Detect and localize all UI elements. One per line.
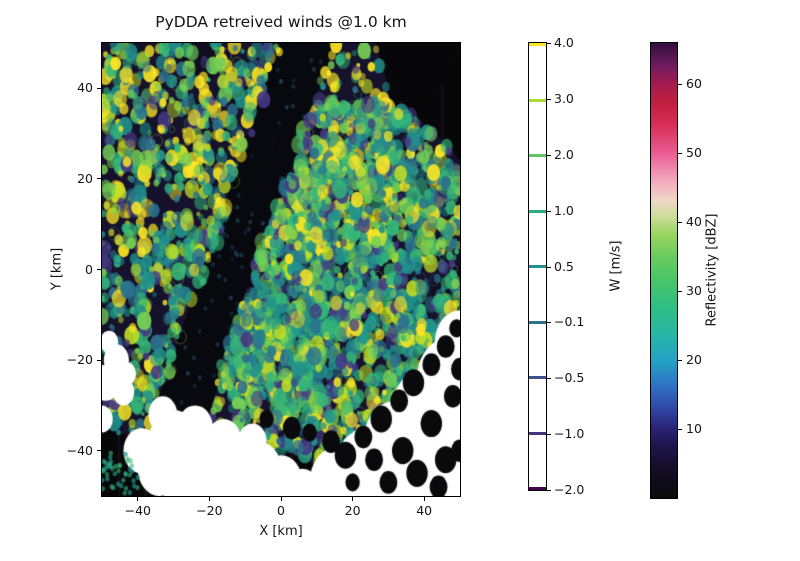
w-colorbar: [528, 42, 547, 491]
y-tick-mark: [97, 269, 101, 270]
w-colorbar-tick: [547, 490, 551, 491]
w-level-line: [529, 43, 546, 46]
radar-field-canvas: [102, 43, 460, 496]
w-colorbar-tick-label: 0.5: [554, 258, 574, 274]
w-colorbar-tick-label: 1.0: [554, 202, 574, 218]
w-colorbar-tick: [547, 154, 551, 156]
w-colorbar-tick: [547, 210, 551, 212]
w-colorbar-tick: [547, 322, 551, 324]
w-level-line: [529, 265, 546, 268]
w-colorbar-tick-label: −1.0: [554, 426, 585, 442]
y-tick-label: 40: [77, 80, 93, 96]
w-level-line: [529, 431, 546, 435]
w-level-line: [529, 154, 546, 157]
reflectivity-colorbar-label: Reflectivity [dBZ]: [704, 213, 720, 327]
w-colorbar-tick: [547, 266, 551, 268]
w-level-line: [529, 376, 546, 379]
w-colorbar-tick-label: 2.0: [554, 146, 574, 162]
w-colorbar-tick: [547, 378, 551, 380]
x-tick-mark: [280, 497, 282, 501]
reflectivity-colorbar-tick-label: 10: [686, 421, 702, 437]
x-tick-mark: [423, 497, 425, 501]
x-tick-mark: [137, 497, 139, 501]
y-tick-mark: [97, 450, 101, 452]
x-tick-label: −40: [124, 503, 151, 518]
reflectivity-colorbar-tick: [678, 84, 682, 86]
w-colorbar-tick: [547, 43, 551, 44]
y-tick-label: −20: [66, 352, 93, 368]
reflectivity-colorbar-tick: [678, 429, 682, 431]
w-colorbar-label: W [m/s]: [608, 240, 624, 292]
w-colorbar-tick: [547, 434, 551, 436]
x-tick-label: −20: [196, 503, 223, 518]
reflectivity-colorbar-tick-label: 40: [686, 214, 702, 230]
x-tick-mark: [352, 497, 354, 501]
reflectivity-colorbar-tick-label: 60: [686, 76, 702, 92]
reflectivity-colorbar-tick: [678, 291, 682, 293]
x-tick-label: 40: [416, 503, 433, 518]
y-tick-label: 20: [77, 170, 93, 186]
reflectivity-colorbar-tick-label: 20: [686, 352, 702, 368]
reflectivity-colorbar-tick: [678, 360, 682, 362]
w-colorbar-tick-label: −2.0: [554, 482, 585, 497]
x-tick-mark: [208, 497, 210, 501]
w-colorbar-tick: [547, 98, 551, 100]
reflectivity-colorbar-tick-label: 50: [686, 145, 702, 161]
x-tick-label: 0: [277, 503, 285, 518]
w-level-line: [529, 209, 546, 213]
x-tick-label: 20: [344, 503, 361, 518]
w-level-line: [529, 487, 546, 490]
reflectivity-colorbar-tick: [678, 153, 682, 155]
plot-title: PyDDA retreived winds @1.0 km: [155, 13, 407, 31]
w-colorbar-tick-label: −0.1: [554, 314, 585, 330]
plot-area: [101, 42, 461, 497]
y-tick-mark: [97, 359, 101, 361]
reflectivity-colorbar-tick: [678, 222, 682, 224]
w-colorbar-tick-label: −0.5: [554, 370, 585, 386]
reflectivity-colorbar: [650, 42, 678, 499]
y-tick-label: 0: [85, 261, 93, 277]
w-level-line: [529, 320, 546, 324]
w-level-line: [529, 98, 546, 102]
y-tick-mark: [97, 87, 101, 89]
y-tick-mark: [97, 178, 101, 180]
y-tick-label: −40: [66, 442, 93, 458]
x-axis-label: X [km]: [259, 524, 303, 539]
w-colorbar-tick-label: 3.0: [554, 90, 574, 106]
reflectivity-colorbar-tick-label: 30: [686, 283, 702, 299]
w-colorbar-tick-label: 4.0: [554, 35, 574, 50]
